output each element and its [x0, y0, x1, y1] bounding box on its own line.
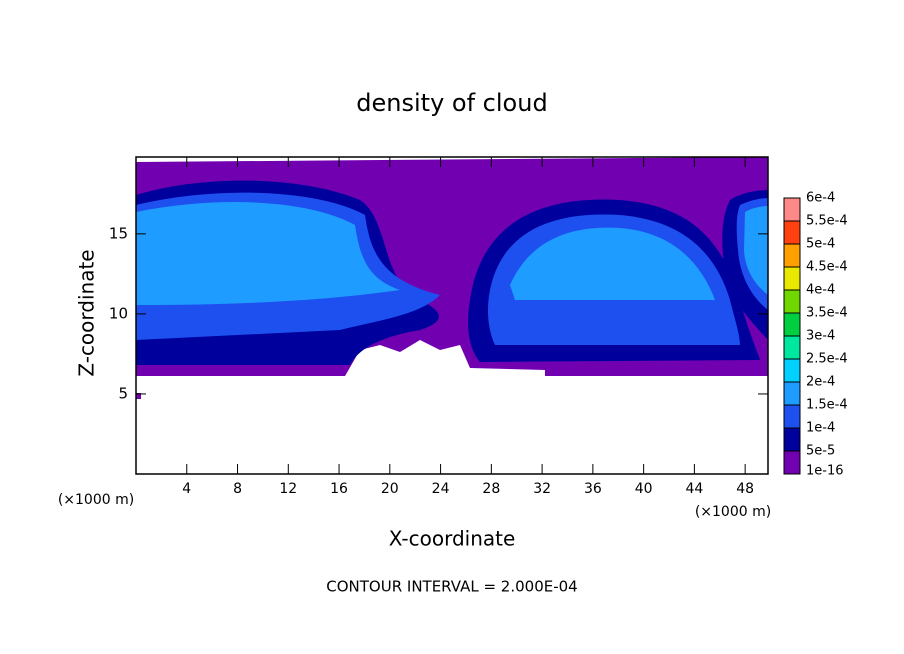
- colorbar-label: 4e-4: [806, 283, 835, 298]
- x-tick-label: 40: [635, 481, 653, 497]
- colorbar-label: 5.5e-4: [806, 214, 848, 229]
- x-tick-label: 20: [381, 481, 399, 497]
- colorbar-band: [784, 267, 800, 290]
- contour-region: [385, 220, 431, 272]
- colorbar-label: 1e-16: [806, 464, 844, 479]
- x-tick-label: 24: [432, 481, 450, 497]
- colorbar-band: [784, 451, 800, 474]
- colorbar-band: [784, 359, 800, 382]
- plot-frame: [135, 156, 769, 475]
- x-tick-label: 44: [685, 481, 703, 497]
- colorbar-label: 2.5e-4: [806, 352, 848, 367]
- x-unit-label: (×1000 m): [695, 504, 771, 520]
- y-tick-label: 10: [109, 304, 128, 322]
- x-tick-label: 36: [584, 481, 602, 497]
- y-tick-label: 15: [109, 224, 128, 242]
- contour-region: [510, 227, 715, 300]
- x-tick-label: 4: [182, 481, 191, 497]
- colorbar-label: 6e-4: [806, 191, 835, 206]
- colorbar-band: [784, 198, 800, 221]
- x-tick-label: 32: [533, 481, 551, 497]
- colorbar-label: 3e-4: [806, 329, 835, 344]
- colorbar-band: [784, 221, 800, 244]
- x-tick-label: 12: [279, 481, 297, 497]
- colorbar-band: [784, 244, 800, 267]
- colorbar-label: 5e-4: [806, 237, 835, 252]
- y-tick-label: 5: [118, 384, 128, 402]
- contour-region: [136, 202, 400, 305]
- contour-region: [744, 206, 768, 295]
- x-tick-label: 16: [330, 481, 348, 497]
- colorbar-band: [784, 382, 800, 405]
- colorbar-band: [784, 313, 800, 336]
- colorbar-band: [784, 405, 800, 428]
- contour-region: [136, 393, 141, 399]
- x-tick-label: 28: [482, 481, 500, 497]
- x-axis-label: X-coordinate: [389, 527, 516, 551]
- colorbar-band: [784, 290, 800, 313]
- x-tick-label: 8: [233, 481, 242, 497]
- colorbar-label: 2e-4: [806, 375, 835, 390]
- colorbar-label: 5e-5: [806, 444, 835, 459]
- footnote: CONTOUR INTERVAL = 2.000E-04: [326, 578, 577, 596]
- colorbar-label: 1.5e-4: [806, 398, 848, 413]
- colorbar-label: 3.5e-4: [806, 306, 848, 321]
- colorbar-band: [784, 336, 800, 359]
- colorbar-band: [784, 428, 800, 451]
- y-unit-label: (×1000 m): [58, 492, 134, 508]
- colorbar-label: 4.5e-4: [806, 260, 848, 275]
- colorbar-label: 1e-4: [806, 421, 835, 436]
- chart-title: density of cloud: [356, 89, 547, 117]
- x-tick-label: 48: [736, 481, 754, 497]
- y-axis-label: Z-coordinate: [75, 249, 99, 376]
